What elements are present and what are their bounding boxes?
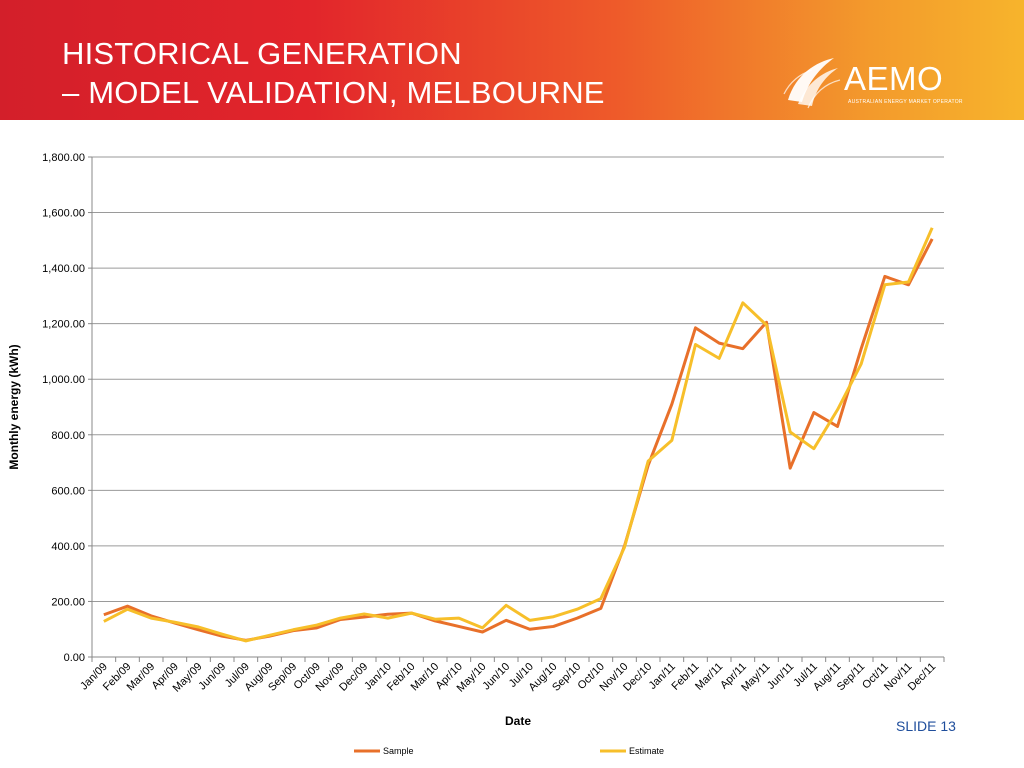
slide-title-line-1: HISTORICAL GENERATION [62,36,462,71]
legend-label: Estimate [629,746,664,756]
y-axis-title: Monthly energy (kWh) [7,344,21,469]
y-tick-label: 600.00 [51,485,85,497]
aemo-swirl-icon [783,58,841,109]
logo-subtitle: AUSTRALIAN ENERGY MARKET OPERATOR [848,99,963,105]
x-tick-label: Mar/11 [693,661,725,693]
x-axis-ticks: Jan/09Feb/09Mar/09Apr/09May/09Jun/09Jul/… [78,661,938,695]
y-axis-ticks: 0.00 200.00 400.00 600.00 800.00 1,000.00 1,20… [42,152,85,664]
aemo-logo: AEMO AUSTRALIAN ENERGY MARKET OPERATOR [782,54,963,110]
x-axis-title: Date [505,714,531,728]
x-tick-label: Jun/09 [196,661,228,693]
series-line-estimate [103,227,934,643]
y-tick-label: 400.00 [51,541,85,553]
x-tick-label: Jun/10 [480,661,512,693]
y-tick-label: 1,200.00 [42,319,85,331]
slide-number: SLIDE 13 [896,718,956,734]
line-chart: 0.00 200.00 400.00 600.00 800.00 1,000.00 1,20… [7,152,945,756]
slide-title: HISTORICAL GENERATION – MODEL VALIDATION… [62,34,605,112]
x-tick-label: Jun/11 [765,661,796,692]
y-tick-label: 0.00 [64,652,85,664]
y-tick-label: 200.00 [51,596,85,608]
y-tick-label: 1,000.00 [42,374,85,386]
y-tick-label: 1,800.00 [42,152,85,164]
y-tick-label: 1,400.00 [42,263,85,275]
logo-wordmark: AEMO [844,60,944,97]
y-tick-label: 1,600.00 [42,208,85,220]
series-line-sample [103,238,934,642]
y-tick-label: 800.00 [51,430,85,442]
legend-label: Sample [383,746,414,756]
chart-legend: Sample Estimate [354,746,664,756]
title-banner [0,0,1024,120]
chart-series [103,227,934,643]
slide-title-line-2: – MODEL VALIDATION, MELBOURNE [62,75,605,110]
chart-gridlines [88,156,945,662]
